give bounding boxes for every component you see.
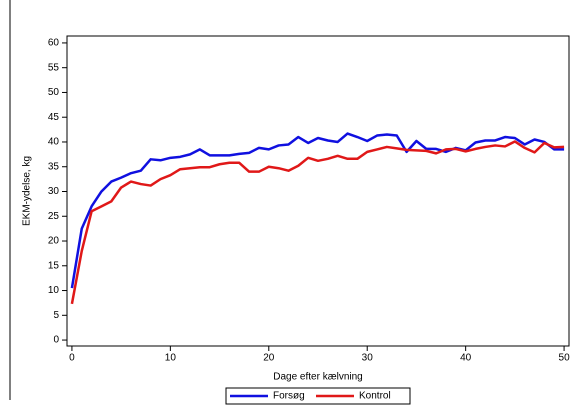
series-line	[70, 140, 565, 305]
x-tick-label: 30	[362, 353, 374, 364]
legend-label: Forsøg	[273, 391, 305, 402]
y-tick-label: 20	[48, 236, 60, 247]
y-tick-label: 25	[48, 211, 60, 222]
y-tick-label: 40	[48, 137, 60, 148]
series-line	[70, 132, 565, 289]
y-tick-label: 10	[48, 285, 60, 296]
y-tick-label: 60	[48, 38, 60, 49]
x-tick-label: 0	[69, 353, 75, 364]
y-tick-label: 45	[48, 112, 60, 123]
y-tick-label: 55	[48, 62, 60, 73]
y-tick-label: 0	[53, 335, 59, 346]
x-axis-label: Dage efter kælvning	[273, 372, 363, 383]
x-tick-label: 20	[263, 353, 275, 364]
y-tick-label: 50	[48, 87, 60, 98]
y-axis-label: EKM-ydelse, kg	[22, 156, 33, 226]
x-tick-label: 50	[559, 353, 571, 364]
y-tick-label: 5	[53, 310, 59, 321]
y-tick-label: 15	[48, 260, 60, 271]
plot-frame	[66, 35, 570, 347]
y-tick-label: 30	[48, 186, 60, 197]
y-tick-label: 35	[48, 161, 60, 172]
x-tick-label: 40	[460, 353, 472, 364]
legend-label: Kontrol	[359, 391, 391, 402]
x-tick-label: 10	[165, 353, 177, 364]
